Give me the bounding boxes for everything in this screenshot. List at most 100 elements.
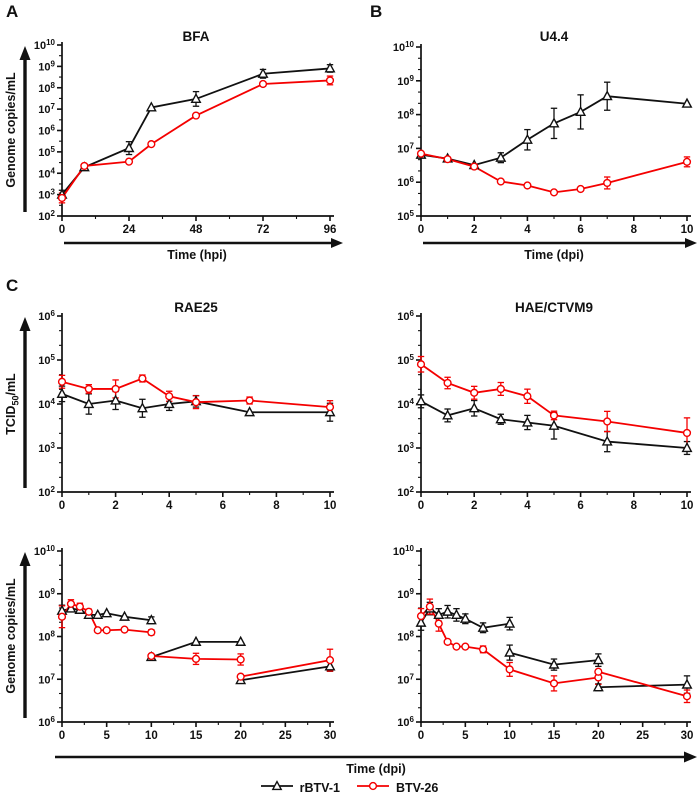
svg-text:4: 4 — [524, 500, 531, 512]
x-axis-label-time-hpi: Time (hpi) — [167, 248, 227, 262]
svg-text:25: 25 — [279, 730, 292, 742]
svg-text:72: 72 — [257, 224, 270, 236]
svg-text:1010: 1010 — [393, 544, 415, 558]
tcid-label-post: /mL — [4, 373, 18, 396]
svg-text:30: 30 — [324, 730, 337, 742]
markers-btv-26 — [57, 599, 335, 681]
markers-btv-26 — [416, 360, 692, 438]
svg-text:0: 0 — [59, 224, 65, 236]
svg-text:5: 5 — [103, 730, 110, 742]
x-axis-label-time-dpi-bottom: Time (dpi) — [346, 762, 406, 776]
svg-text:10: 10 — [324, 500, 337, 512]
legend: rBTV-1 BTV-26 — [0, 779, 698, 796]
svg-text:108: 108 — [397, 108, 414, 122]
panel-bfa: 102 103 104 105 106 107 108 109 1010 0 24 48 72 96 — [19, 38, 343, 248]
panel-u44: 105 106 107 108 109 1010 0 2 4 6 8 10 — [393, 40, 697, 248]
svg-text:103: 103 — [38, 188, 55, 202]
svg-text:8: 8 — [631, 224, 638, 236]
svg-text:108: 108 — [38, 630, 55, 644]
legend-item-rbtv1: rBTV-1 — [260, 779, 340, 796]
markers-rbtv-1 — [56, 387, 336, 417]
svg-text:109: 109 — [38, 59, 55, 73]
svg-text:107: 107 — [397, 672, 414, 686]
svg-text:104: 104 — [397, 397, 414, 411]
plot-title-bfa: BFA — [182, 29, 210, 44]
series-rbtv-1 — [58, 64, 334, 200]
btv26-circle-marker-icon — [356, 779, 390, 796]
svg-text:104: 104 — [38, 166, 55, 180]
svg-text:105: 105 — [38, 145, 55, 159]
svg-text:108: 108 — [397, 630, 414, 644]
svg-text:106: 106 — [38, 309, 55, 323]
series-btv-26 — [420, 152, 691, 194]
svg-text:25: 25 — [636, 730, 649, 742]
svg-text:15: 15 — [190, 730, 203, 742]
svg-text:4: 4 — [166, 500, 173, 512]
svg-text:106: 106 — [38, 124, 55, 138]
svg-text:20: 20 — [592, 730, 605, 742]
panel-rae25_genome: 106 107 108 109 1010 0 5 10 15 20 25 30 — [19, 544, 337, 742]
svg-text:10: 10 — [681, 500, 694, 512]
svg-text:8: 8 — [631, 500, 638, 512]
markers-btv-26 — [416, 149, 692, 197]
svg-text:109: 109 — [397, 587, 414, 601]
svg-text:6: 6 — [577, 500, 583, 512]
markers-btv-26 — [416, 602, 692, 701]
svg-text:2: 2 — [112, 500, 118, 512]
svg-text:2: 2 — [471, 224, 477, 236]
plot-title-u44: U4.4 — [539, 29, 569, 44]
svg-text:1010: 1010 — [393, 40, 415, 54]
svg-text:107: 107 — [38, 102, 55, 116]
legend-label-rbtv1: rBTV-1 — [299, 780, 340, 795]
markers-btv-26 — [57, 374, 335, 412]
svg-text:103: 103 — [397, 441, 414, 455]
svg-text:102: 102 — [38, 209, 55, 223]
svg-text:108: 108 — [38, 81, 55, 95]
svg-text:105: 105 — [38, 353, 55, 367]
legend-item-btv26: BTV-26 — [356, 779, 438, 796]
panel-label-c: C — [6, 276, 19, 295]
svg-text:1010: 1010 — [34, 38, 56, 52]
markers-btv-26 — [57, 76, 335, 203]
svg-text:107: 107 — [38, 672, 55, 686]
series-btv-26 — [417, 355, 691, 449]
svg-text:103: 103 — [38, 441, 55, 455]
svg-text:20: 20 — [234, 730, 247, 742]
panel-hae_tcid: 102 103 104 105 106 0 2 4 6 8 10 — [397, 309, 693, 512]
svg-text:0: 0 — [418, 730, 424, 742]
svg-text:0: 0 — [418, 500, 424, 512]
svg-text:6: 6 — [577, 224, 583, 236]
rbtv1-triangle-marker-icon — [260, 779, 294, 796]
tcid-label-pre: TCID — [4, 405, 18, 435]
svg-text:15: 15 — [548, 730, 561, 742]
y-axis-label-genome-copies-a: Genome copies/mL — [4, 72, 18, 188]
svg-text:109: 109 — [38, 587, 55, 601]
svg-text:10: 10 — [503, 730, 516, 742]
tcid-label-sub: 50 — [10, 395, 21, 406]
panel-rae25_tcid: 102 103 104 105 106 0 2 4 6 8 10 — [19, 309, 337, 512]
markers-rbtv-1 — [56, 62, 336, 199]
svg-text:105: 105 — [397, 209, 414, 223]
svg-text:106: 106 — [38, 715, 55, 729]
series-btv-26 — [58, 374, 334, 415]
svg-text:105: 105 — [397, 353, 414, 367]
svg-text:96: 96 — [324, 224, 337, 236]
panel-label-a: A — [6, 2, 19, 21]
svg-text:106: 106 — [397, 175, 414, 189]
bottom-time-axis-arrow — [55, 751, 697, 763]
legend-label-btv26: BTV-26 — [395, 780, 439, 795]
svg-text:0: 0 — [59, 500, 65, 512]
svg-text:102: 102 — [38, 485, 55, 499]
markers-rbtv-1 — [415, 395, 693, 453]
svg-text:0: 0 — [418, 224, 424, 236]
svg-text:104: 104 — [38, 397, 55, 411]
y-axis-label-genome-copies-c: Genome copies/mL — [4, 578, 18, 694]
svg-text:107: 107 — [397, 141, 414, 155]
svg-text:106: 106 — [397, 715, 414, 729]
svg-text:102: 102 — [397, 485, 414, 499]
svg-text:24: 24 — [123, 224, 136, 236]
panel-label-b: B — [370, 2, 383, 21]
plot-title-hae-ctvm9: HAE/CTVM9 — [514, 300, 593, 315]
markers-rbtv-1 — [415, 602, 693, 692]
